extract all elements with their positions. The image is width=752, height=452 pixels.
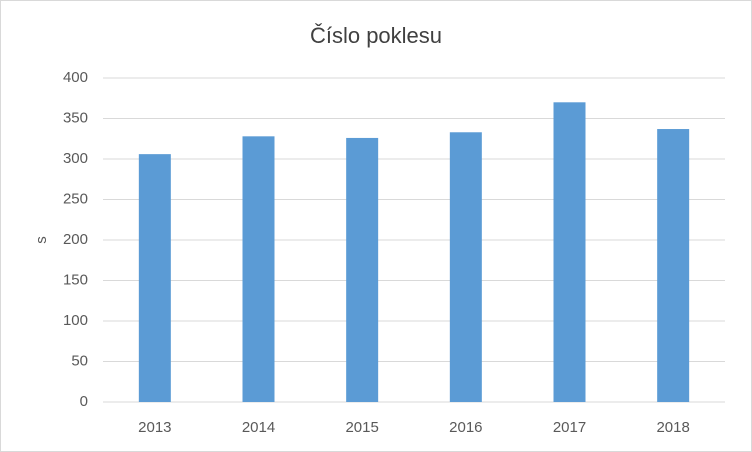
y-axis-label: s <box>33 236 50 244</box>
bar <box>346 137 379 402</box>
y-tick-label: 250 <box>63 190 88 207</box>
y-tick-label: 0 <box>80 393 88 410</box>
y-tick-label: 200 <box>63 231 88 248</box>
bar <box>657 129 690 402</box>
bar <box>242 136 275 402</box>
bar <box>553 102 586 403</box>
bar <box>449 132 482 402</box>
y-tick-label: 150 <box>63 271 88 288</box>
bar <box>138 154 171 402</box>
x-tick-label: 2015 <box>345 419 378 436</box>
y-tick-label: 300 <box>63 150 88 167</box>
y-tick-label: 100 <box>63 312 88 329</box>
x-tick-label: 2014 <box>242 419 275 436</box>
y-tick-label: 400 <box>63 69 88 86</box>
x-tick-label: 2018 <box>656 419 689 436</box>
chart-title: Číslo poklesu <box>310 23 442 48</box>
x-tick-label: 2016 <box>449 419 482 436</box>
y-tick-label: 350 <box>63 109 88 126</box>
x-tick-label: 2017 <box>553 419 586 436</box>
y-tick-label: 50 <box>71 352 88 369</box>
x-tick-label: 2013 <box>138 419 171 436</box>
